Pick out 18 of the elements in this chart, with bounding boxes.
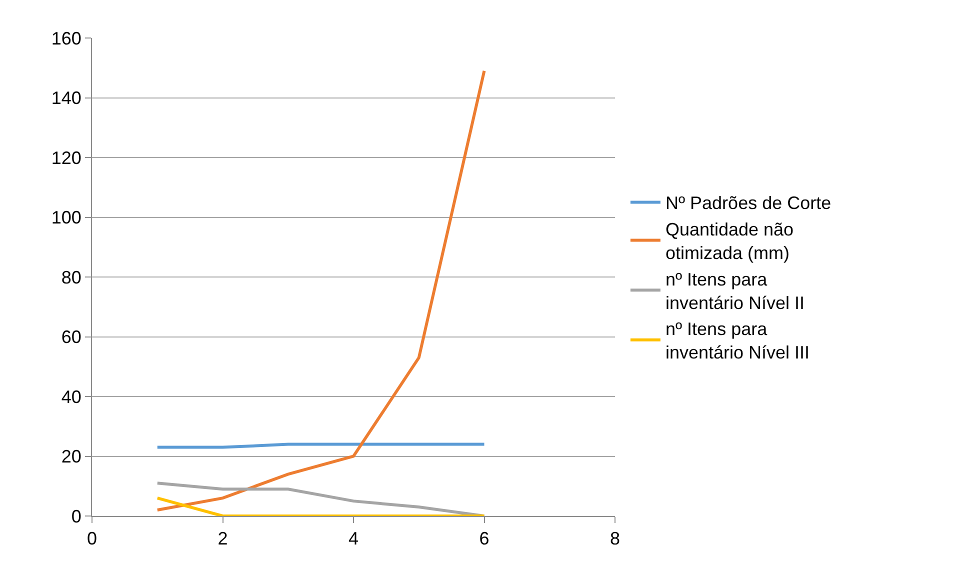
legend-label: nº Itens para inventário Nível III xyxy=(665,319,810,363)
y-tick-label: 140 xyxy=(51,88,82,108)
y-tick-label: 20 xyxy=(61,446,82,467)
y-tick-label: 120 xyxy=(51,148,82,168)
y-tick-label: 40 xyxy=(61,386,82,407)
x-tick-label: 0 xyxy=(86,528,98,549)
legend-label: Quantidade não otimizada (mm) xyxy=(665,220,794,264)
x-tick-label: 8 xyxy=(610,528,620,549)
line-series xyxy=(156,69,486,512)
y-tick-label: 80 xyxy=(61,267,82,288)
y-tick-label: 100 xyxy=(51,208,82,228)
y-tick-label: 0 xyxy=(71,506,82,526)
x-tick-label: 2 xyxy=(218,528,228,549)
legend-label: Nº Padrões de Corte xyxy=(665,193,832,214)
x-tick-label: 6 xyxy=(479,528,490,549)
x-tick-label: 4 xyxy=(348,528,359,549)
y-tick-label: 160 xyxy=(51,28,82,48)
y-tick-label: 60 xyxy=(61,327,82,348)
